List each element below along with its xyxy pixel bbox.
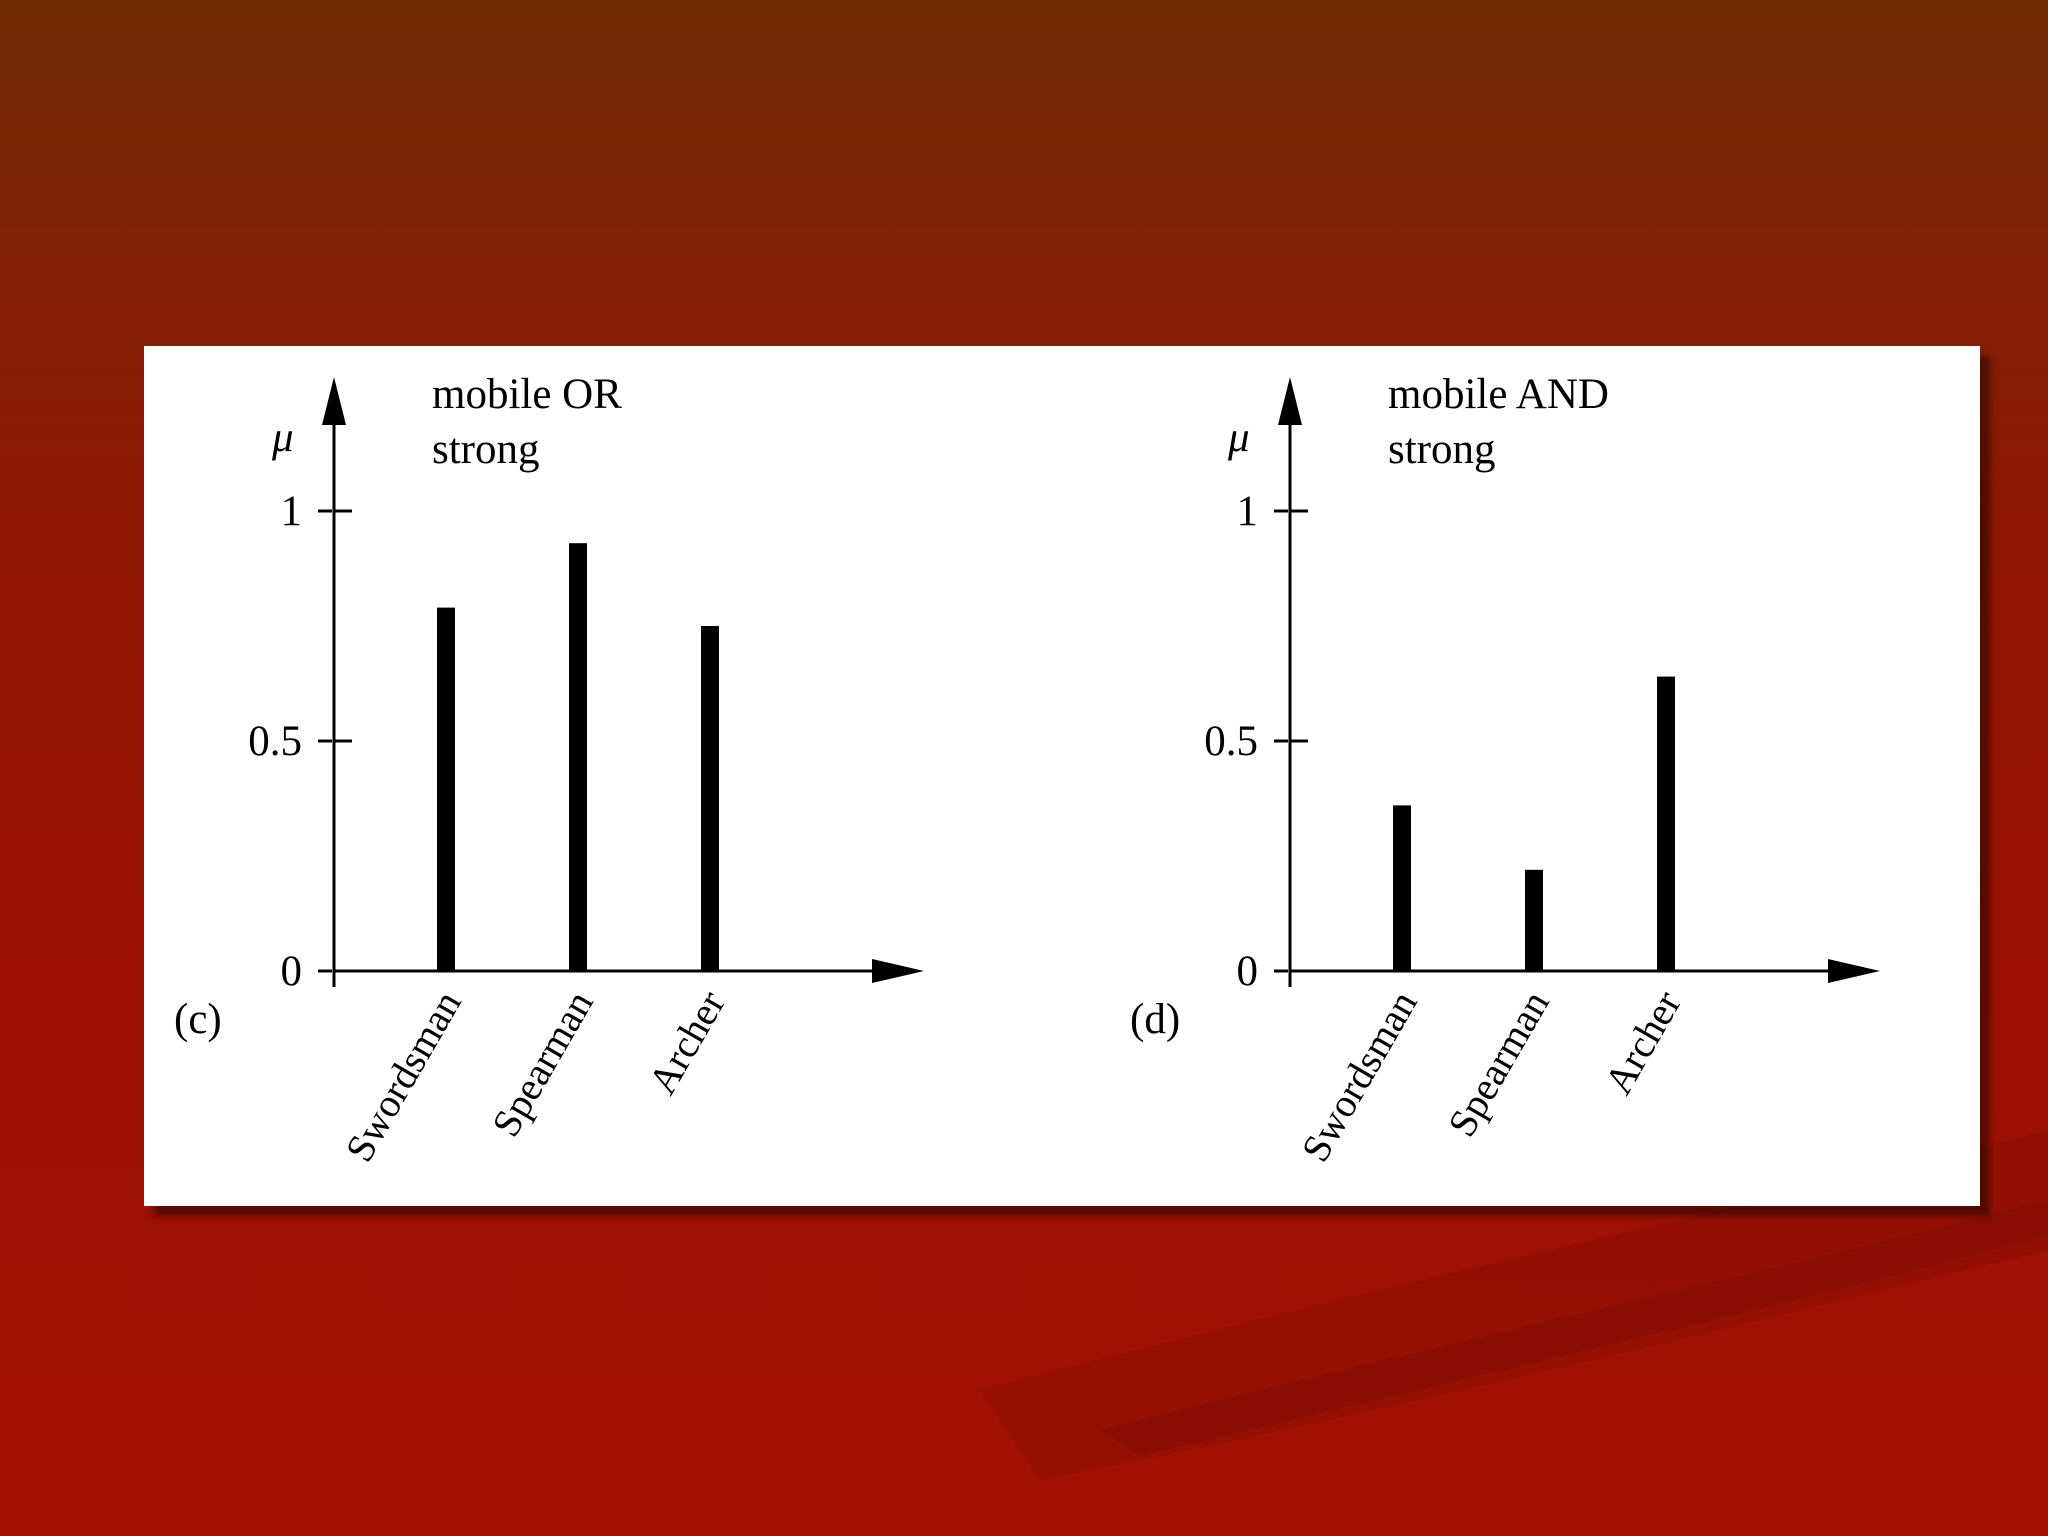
x-axis-arrow bbox=[1828, 959, 1880, 983]
y-tick-label: 0.5 bbox=[248, 718, 302, 765]
panel-label: (c) bbox=[174, 996, 222, 1043]
x-category-label: Swordsman bbox=[1292, 983, 1425, 1169]
chart-title-line: strong bbox=[1388, 426, 1496, 473]
y-axis-label: μ bbox=[1227, 414, 1250, 461]
bar-swordsman bbox=[437, 607, 455, 971]
x-category-label: Archer bbox=[1595, 983, 1689, 1102]
bar-swordsman bbox=[1393, 805, 1411, 971]
x-category-label: Swordsman bbox=[336, 983, 469, 1169]
y-axis-arrow bbox=[322, 377, 346, 425]
chart-panel-2: 0 0.5 1 μ mobile AND strong (d) Swordsman Spearm… bbox=[1130, 371, 1880, 1169]
chart-title-line: mobile OR bbox=[432, 371, 622, 418]
chart-panel-1: 0 0.5 1 μ mobile OR strong (c) Swordsman Spearma… bbox=[174, 371, 924, 1169]
bar-archer bbox=[1657, 676, 1675, 971]
y-tick-label: 1 bbox=[1237, 488, 1259, 535]
chart-title-line: strong bbox=[432, 426, 540, 473]
bar-spearman bbox=[1525, 869, 1543, 971]
bar-spearman bbox=[569, 543, 587, 971]
y-tick-label: 0.5 bbox=[1204, 718, 1258, 765]
y-tick-label: 0 bbox=[1237, 948, 1259, 995]
y-axis-arrow bbox=[1278, 377, 1302, 425]
bar-archer bbox=[701, 626, 719, 971]
x-axis-arrow bbox=[872, 959, 924, 983]
x-category-label: Archer bbox=[639, 983, 733, 1102]
panel-label: (d) bbox=[1130, 996, 1180, 1043]
chart-title-line: mobile AND bbox=[1388, 371, 1609, 418]
y-tick-label: 0 bbox=[281, 948, 303, 995]
y-axis-label: μ bbox=[271, 414, 294, 461]
x-category-label: Spearman bbox=[483, 983, 602, 1144]
x-category-label: Spearman bbox=[1439, 983, 1558, 1144]
chart-card: 0 0.5 1 μ mobile OR strong (c) Swordsman Spearma… bbox=[144, 346, 1980, 1206]
y-tick-label: 1 bbox=[281, 488, 303, 535]
